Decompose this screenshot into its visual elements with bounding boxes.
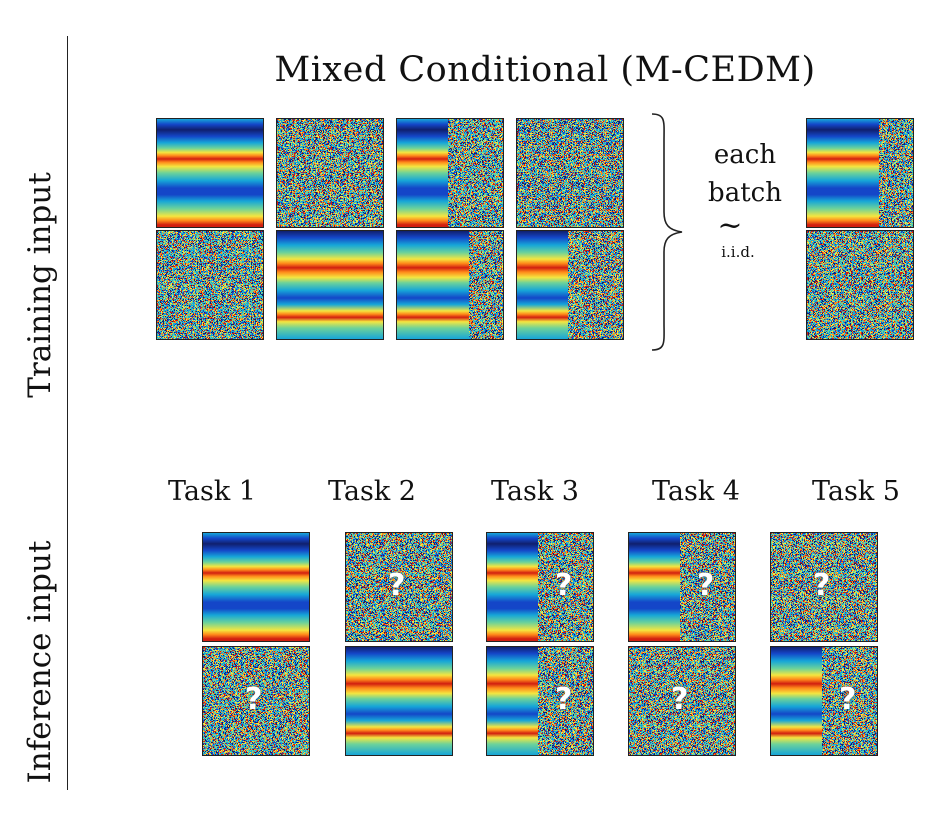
training-input-label: Training input xyxy=(22,172,58,398)
inference-input-label: Inference input xyxy=(22,540,58,784)
train-tile-smooth-b-1 xyxy=(276,230,384,340)
task-4-label: Task 4 xyxy=(652,476,740,507)
task-4-top-tile: ? xyxy=(628,532,736,642)
question-mark-icon: ? xyxy=(813,568,831,603)
task-3-label: Task 3 xyxy=(491,476,579,507)
left-divider-line xyxy=(67,36,68,790)
train-tile-smooth-a-1 xyxy=(156,118,264,228)
each-label: each xyxy=(713,140,777,170)
batch-sample-mixed-tile xyxy=(806,118,914,228)
batch-sample-noise-tile xyxy=(806,230,914,340)
question-mark-icon: ? xyxy=(555,682,573,717)
task-4-bottom-tile: ? xyxy=(628,646,736,756)
task-2-label: Task 2 xyxy=(328,476,416,507)
task-3-top-tile: ? xyxy=(486,532,594,642)
task-2-top-tile: ? xyxy=(345,532,453,642)
tilde-symbol: ~ xyxy=(717,208,743,243)
task-3-bottom-tile: ? xyxy=(486,646,594,756)
question-mark-icon: ? xyxy=(388,568,406,603)
train-tile-mixed-b-1 xyxy=(396,230,504,340)
task-5-label: Task 5 xyxy=(812,476,900,507)
train-tile-noise-a-1 xyxy=(276,118,384,228)
question-mark-icon: ? xyxy=(245,682,263,717)
task-2-bottom-tile xyxy=(345,646,453,756)
train-tile-noise-a-2 xyxy=(516,118,624,228)
task-5-bottom-tile: ? xyxy=(770,646,878,756)
batch-label: batch xyxy=(708,178,782,208)
question-mark-icon: ? xyxy=(671,682,689,717)
task-1-bottom-tile: ? xyxy=(202,646,310,756)
iid-label: i.i.d. xyxy=(721,243,755,261)
question-mark-icon: ? xyxy=(839,682,857,717)
question-mark-icon: ? xyxy=(555,568,573,603)
train-tile-mixed-b-2 xyxy=(516,230,624,340)
curly-brace xyxy=(651,113,683,351)
task-5-top-tile: ? xyxy=(770,532,878,642)
question-mark-icon: ? xyxy=(697,568,715,603)
task-1-top-tile xyxy=(202,532,310,642)
train-tile-mixed-a-1 xyxy=(396,118,504,228)
train-tile-noise-b-1 xyxy=(156,230,264,340)
figure-title: Mixed Conditional (M-CEDM) xyxy=(274,50,816,90)
task-1-label: Task 1 xyxy=(168,476,256,507)
